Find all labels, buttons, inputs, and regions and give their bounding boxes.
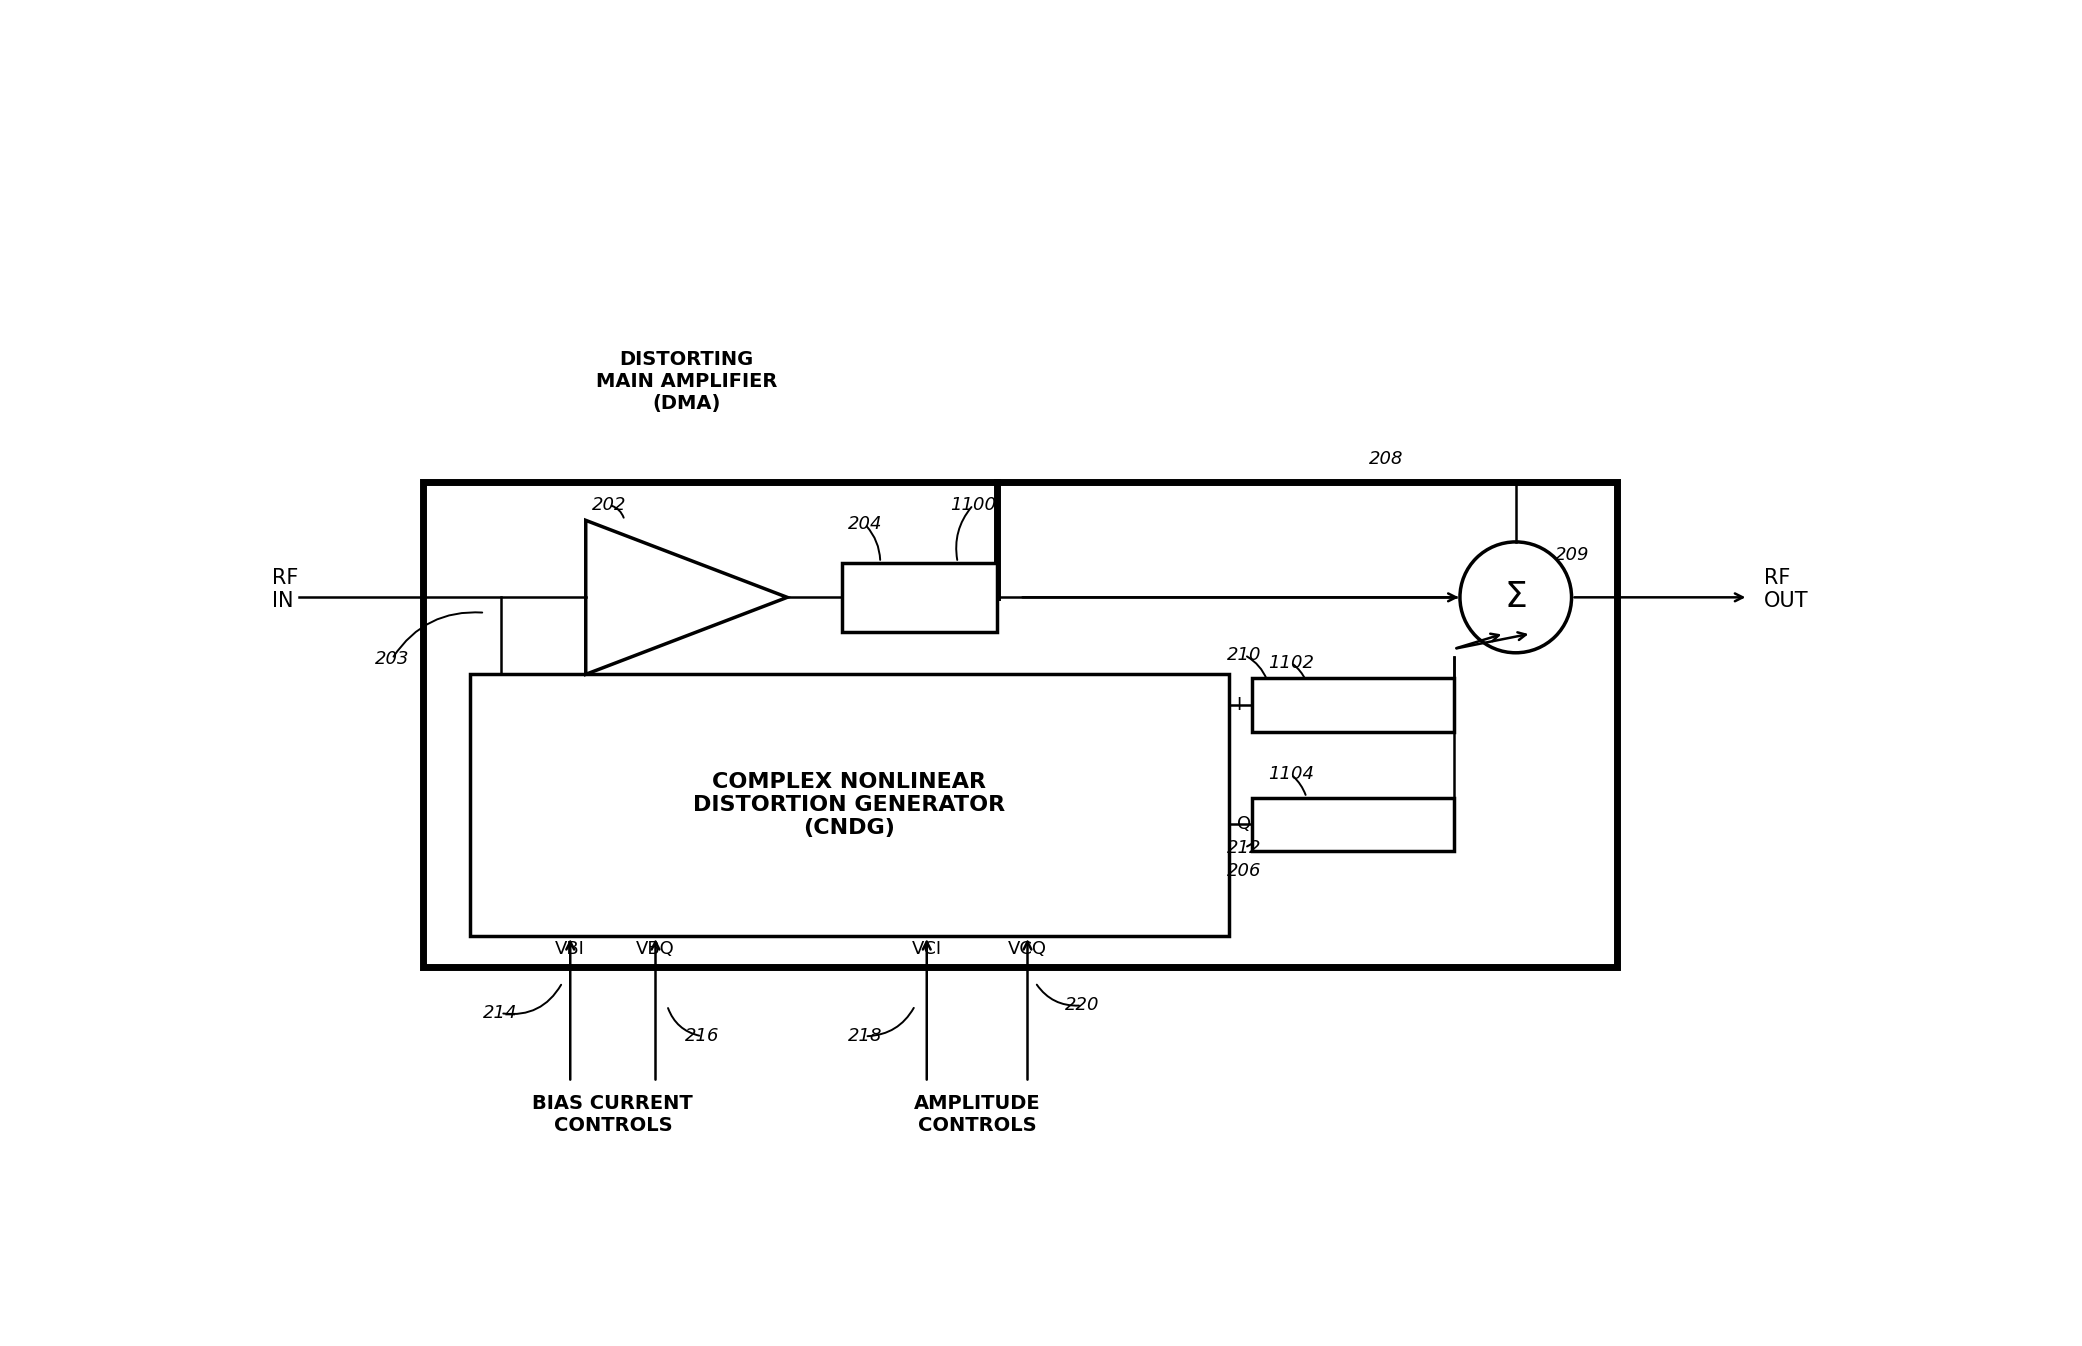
Text: DISTORTING
MAIN AMPLIFIER
(DMA): DISTORTING MAIN AMPLIFIER (DMA) bbox=[595, 350, 777, 413]
Text: 214: 214 bbox=[483, 1004, 518, 1022]
Text: 1104: 1104 bbox=[1268, 766, 1314, 783]
Text: I: I bbox=[1237, 696, 1243, 715]
Text: AMPLITUDE
CONTROLS: AMPLITUDE CONTROLS bbox=[914, 1094, 1041, 1135]
Text: VBI: VBI bbox=[556, 940, 585, 958]
FancyBboxPatch shape bbox=[1251, 798, 1453, 852]
FancyBboxPatch shape bbox=[1251, 678, 1453, 732]
Text: 1102: 1102 bbox=[1268, 654, 1314, 672]
Text: BIAS CURRENT
CONTROLS: BIAS CURRENT CONTROLS bbox=[533, 1094, 693, 1135]
Text: 212: 212 bbox=[1226, 839, 1262, 856]
Text: VBQ: VBQ bbox=[637, 940, 675, 958]
Text: 204: 204 bbox=[847, 516, 883, 533]
Text: 203: 203 bbox=[375, 650, 410, 668]
FancyBboxPatch shape bbox=[423, 482, 1616, 966]
Text: Q: Q bbox=[1237, 816, 1251, 833]
Text: COMPLEX NONLINEAR
DISTORTION GENERATOR
(CNDG): COMPLEX NONLINEAR DISTORTION GENERATOR (… bbox=[693, 773, 1006, 839]
Text: 218: 218 bbox=[847, 1027, 883, 1046]
Text: RF
IN: RF IN bbox=[273, 568, 298, 611]
Text: 202: 202 bbox=[591, 495, 627, 514]
Text: VCQ: VCQ bbox=[1008, 940, 1047, 958]
Text: 208: 208 bbox=[1368, 450, 1403, 468]
Text: 206: 206 bbox=[1226, 861, 1262, 880]
Text: 216: 216 bbox=[685, 1027, 718, 1046]
Text: 209: 209 bbox=[1555, 546, 1589, 564]
Text: 210: 210 bbox=[1226, 646, 1262, 664]
Text: $\Sigma$: $\Sigma$ bbox=[1505, 580, 1526, 614]
Text: VCI: VCI bbox=[912, 940, 941, 958]
FancyBboxPatch shape bbox=[471, 674, 1228, 935]
Text: 1100: 1100 bbox=[949, 495, 997, 514]
Text: 220: 220 bbox=[1064, 996, 1099, 1015]
FancyBboxPatch shape bbox=[841, 563, 997, 633]
Text: RF
OUT: RF OUT bbox=[1763, 568, 1809, 611]
